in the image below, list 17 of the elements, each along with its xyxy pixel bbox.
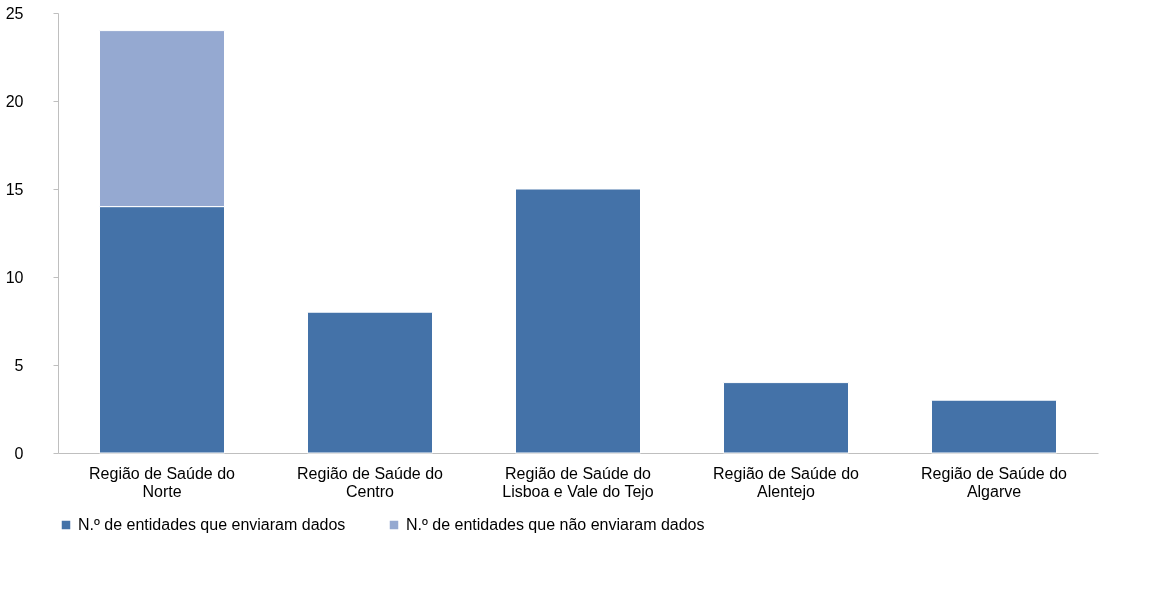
y-tick-label: 20: [5, 92, 24, 110]
x-tick-label: Região de Saúde do Lisboa e Vale do Tejo: [502, 464, 654, 500]
bar: [723, 382, 849, 454]
bar: [931, 399, 1057, 454]
x-tick-label: Região de Saúde do Algarve: [921, 464, 1068, 500]
x-tick-label: Região de Saúde do Centro: [297, 464, 444, 500]
legend-label: N.º de entidades que não enviaram dados: [406, 516, 705, 533]
legend-label: N.º de entidades que enviaram dados: [78, 516, 346, 533]
y-tick-label: 0: [14, 444, 24, 462]
y-tick-label: 25: [5, 4, 24, 22]
x-tick-label: Região de Saúde do Alentejo: [713, 464, 860, 500]
y-tick-label: 10: [5, 268, 24, 286]
bar: [515, 188, 641, 454]
x-tick-label: Região de Saúde do Norte: [89, 464, 236, 500]
bar: [307, 311, 433, 454]
y-tick-label: 15: [5, 180, 24, 198]
y-tick-label: 5: [14, 356, 24, 374]
